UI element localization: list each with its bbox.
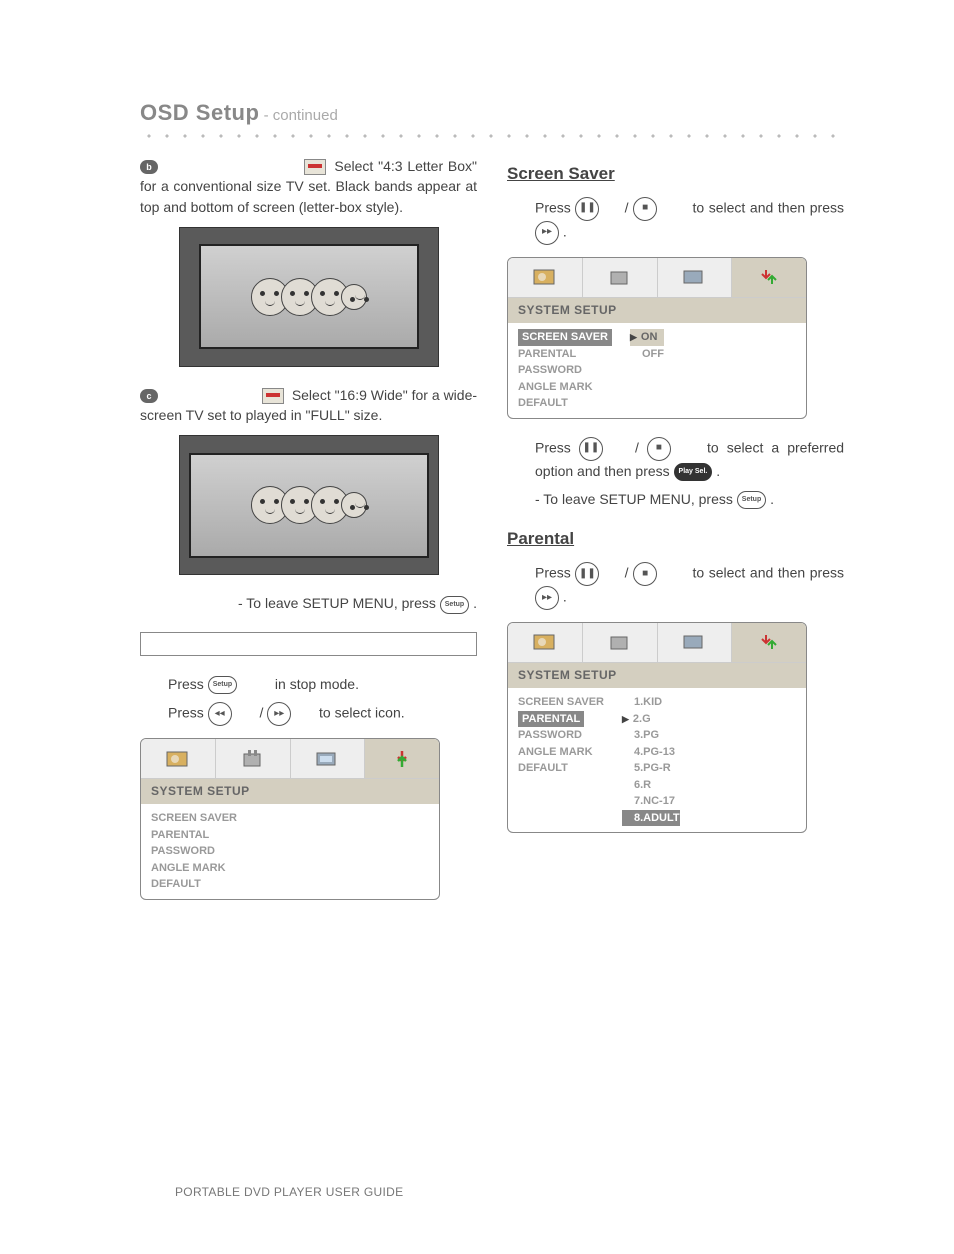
ss-press-line-2: Press ❚❚ / ■ to select a preferred optio… [507, 437, 844, 481]
footer-text: PORTABLE DVD PLAYER USER GUIDE [175, 1185, 403, 1199]
leave-line-2: - To leave SETUP MENU, press Setup . [507, 489, 844, 509]
next-button-icon: ▸▸ [267, 702, 291, 726]
dotted-divider [140, 132, 844, 140]
osd-title: SYSTEM SETUP [508, 663, 806, 688]
osd-panel-parental: SYSTEM SETUP SCREEN SAVER PARENTAL PASSW… [507, 622, 807, 833]
pause-button-icon: ❚❚ [575, 197, 599, 221]
osd-option-list: 1.KID ▶2.G 3.PG 4.PG-13 5.PG-R 6.R 7.NC-… [614, 688, 688, 832]
tv-illustration-2 [179, 435, 439, 575]
osd-tab-2 [583, 623, 658, 662]
press-nav-line: Press ◂◂ / ▸▸ to select icon. [140, 702, 477, 726]
osd-tab-4 [365, 739, 439, 778]
ss-press-line: Press ❚❚ / ■ to select and then press ▸▸… [507, 197, 844, 245]
stop-button-icon: ■ [633, 562, 657, 586]
osd-tab-3 [658, 623, 733, 662]
pause-button-icon: ❚❚ [579, 437, 603, 461]
pause-button-icon: ❚❚ [575, 562, 599, 586]
aspect-wide-icon [262, 388, 284, 404]
fwd-button-icon: ▸▸ [535, 586, 559, 610]
setup-button-icon: Setup [208, 676, 237, 694]
osd-tab-1 [508, 623, 583, 662]
item-b-para: b Select "4:3 Letter Box" for a conventi… [140, 156, 477, 217]
osd-menu-list: SCREEN SAVER PARENTAL PASSWORD ANGLE MAR… [508, 688, 614, 832]
osd-tab-1 [508, 258, 583, 297]
osd-tab-3 [291, 739, 366, 778]
osd-tab-4 [732, 623, 806, 662]
osd-tab-3 [658, 258, 733, 297]
osd-menu-list: SCREEN SAVER PARENTAL PASSWORD ANGLE MAR… [508, 323, 622, 418]
parental-heading: Parental [507, 527, 844, 552]
play-sel-button-icon: Play Sel. [674, 463, 713, 481]
osd-title: SYSTEM SETUP [141, 779, 439, 804]
osd-panel-basic: SYSTEM SETUP SCREEN SAVER PARENTAL PASSW… [140, 738, 440, 900]
stop-button-icon: ■ [647, 437, 671, 461]
tv-illustration-1 [179, 227, 439, 367]
osd-tab-2 [583, 258, 658, 297]
osd-option-list: ▶ON OFF [622, 323, 672, 418]
osd-panel-screensaver: SYSTEM SETUP SCREEN SAVER PARENTAL PASSW… [507, 257, 807, 419]
screen-saver-heading: Screen Saver [507, 162, 844, 187]
item-c-text: Select "16:9 Wide" for a wide-screen TV … [140, 387, 477, 423]
page-header: OSD Setup - continued [140, 100, 844, 126]
press-setup-line: Press Setup in stop mode. [140, 674, 477, 694]
bullet-c-icon: c [140, 389, 158, 403]
setup-button-icon: Setup [440, 596, 469, 614]
blank-box [140, 632, 477, 656]
parental-press-line: Press ❚❚ / ■ to select and then press ▸▸… [507, 562, 844, 610]
header-subtitle: - continued [259, 107, 337, 124]
item-c-para: c Select "16:9 Wide" for a wide-screen T… [140, 385, 477, 426]
right-column: Screen Saver Press ❚❚ / ■ to select and … [507, 156, 844, 918]
osd-tab-2 [216, 739, 291, 778]
prev-button-icon: ◂◂ [208, 702, 232, 726]
aspect-icon [304, 159, 326, 175]
osd-tab-1 [141, 739, 216, 778]
osd-title: SYSTEM SETUP [508, 298, 806, 323]
setup-button-icon: Setup [737, 491, 766, 509]
header-title: OSD Setup [140, 100, 259, 125]
stop-button-icon: ■ [633, 197, 657, 221]
bullet-b-icon: b [140, 160, 158, 174]
fwd-button-icon: ▸▸ [535, 221, 559, 245]
left-column: b Select "4:3 Letter Box" for a conventi… [140, 156, 477, 918]
osd-menu-list: SCREEN SAVER PARENTAL PASSWORD ANGLE MAR… [141, 804, 247, 899]
osd-tab-4 [732, 258, 806, 297]
leave-line-1: - To leave SETUP MENU, press Setup . [140, 593, 477, 613]
